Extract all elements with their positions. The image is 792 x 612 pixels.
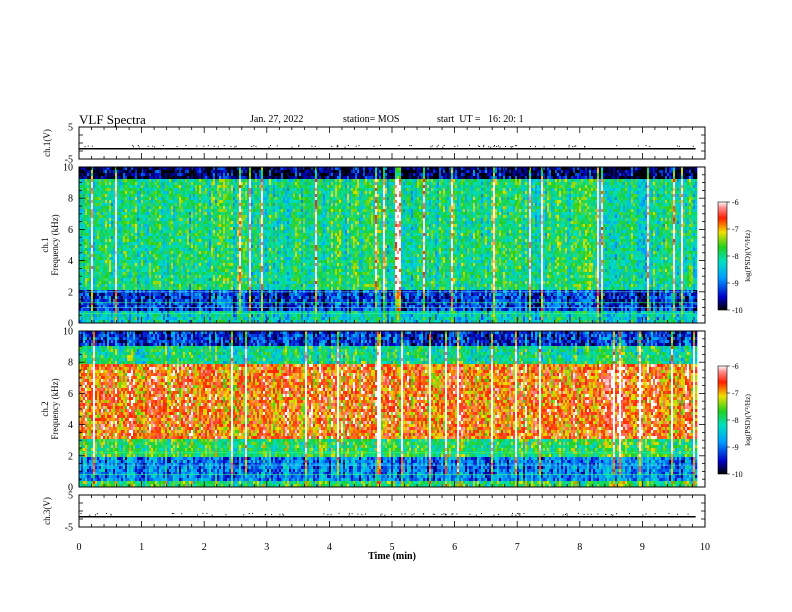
- x-tick-label: 6: [452, 542, 457, 553]
- y-axis-label: ch.3(V): [42, 497, 52, 525]
- colorbar-label: log(PSD)(V²/Hz): [743, 394, 752, 446]
- x-tick-label: 2: [202, 542, 207, 553]
- y-tick-label: 4: [68, 256, 73, 267]
- x-tick-label: 1: [139, 542, 144, 553]
- colorbar: [718, 202, 727, 310]
- colorbar-tick-label: -6: [732, 198, 739, 207]
- y-axis-label: ch.1(V): [42, 129, 52, 157]
- vlf-spectra-figure: 5-5ch.1(V)0246810ch.1 Frequency (kHz)-6-7…: [0, 0, 792, 612]
- y-tick-label: 8: [68, 194, 73, 205]
- colorbar-tick-label: -8: [732, 416, 739, 425]
- y-tick-label: 2: [68, 287, 73, 298]
- x-tick-label: 4: [327, 542, 332, 553]
- y-tick-label: 6: [68, 389, 73, 400]
- y-axis-label-channel: ch.2: [40, 401, 50, 416]
- y-tick-label: 4: [68, 420, 73, 431]
- y-tick-label: 10: [63, 163, 73, 174]
- x-tick-label: 9: [640, 542, 645, 553]
- y-axis-label-frequency: Frequency (kHz): [50, 378, 60, 439]
- colorbar-tick-label: -6: [732, 362, 739, 371]
- x-tick-label: 10: [700, 542, 710, 553]
- x-axis-label: Time (min): [368, 551, 416, 562]
- colorbar-tick-label: -10: [732, 470, 743, 479]
- colorbar-tick-label: -8: [732, 252, 739, 261]
- y-tick-label: -5: [65, 523, 73, 534]
- y-axis-label-frequency: Frequency (kHz): [50, 214, 60, 275]
- y-tick-label: 5: [68, 491, 73, 502]
- y-tick-label: 8: [68, 358, 73, 369]
- colorbar-tick-label: -9: [732, 279, 739, 288]
- ch2-spectrogram-image: [79, 331, 697, 487]
- colorbar: [718, 366, 727, 474]
- x-tick-label: 3: [264, 542, 269, 553]
- y-tick-label: 10: [63, 327, 73, 338]
- colorbar-tick-label: -7: [732, 389, 739, 398]
- y-tick-label: 5: [68, 123, 73, 134]
- y-tick-label: 2: [68, 451, 73, 462]
- colorbar-tick-label: -10: [732, 306, 743, 315]
- colorbar-label: log(PSD)(V²/Hz): [743, 230, 752, 282]
- colorbar-tick-label: -7: [732, 225, 739, 234]
- x-tick-label: 0: [77, 542, 82, 553]
- x-tick-label: 8: [577, 542, 582, 553]
- x-tick-label: 7: [515, 542, 520, 553]
- ch1-spectrogram-image: [79, 167, 697, 323]
- y-axis-label-channel: ch.1: [40, 237, 50, 252]
- colorbar-tick-label: -9: [732, 443, 739, 452]
- y-tick-label: 6: [68, 225, 73, 236]
